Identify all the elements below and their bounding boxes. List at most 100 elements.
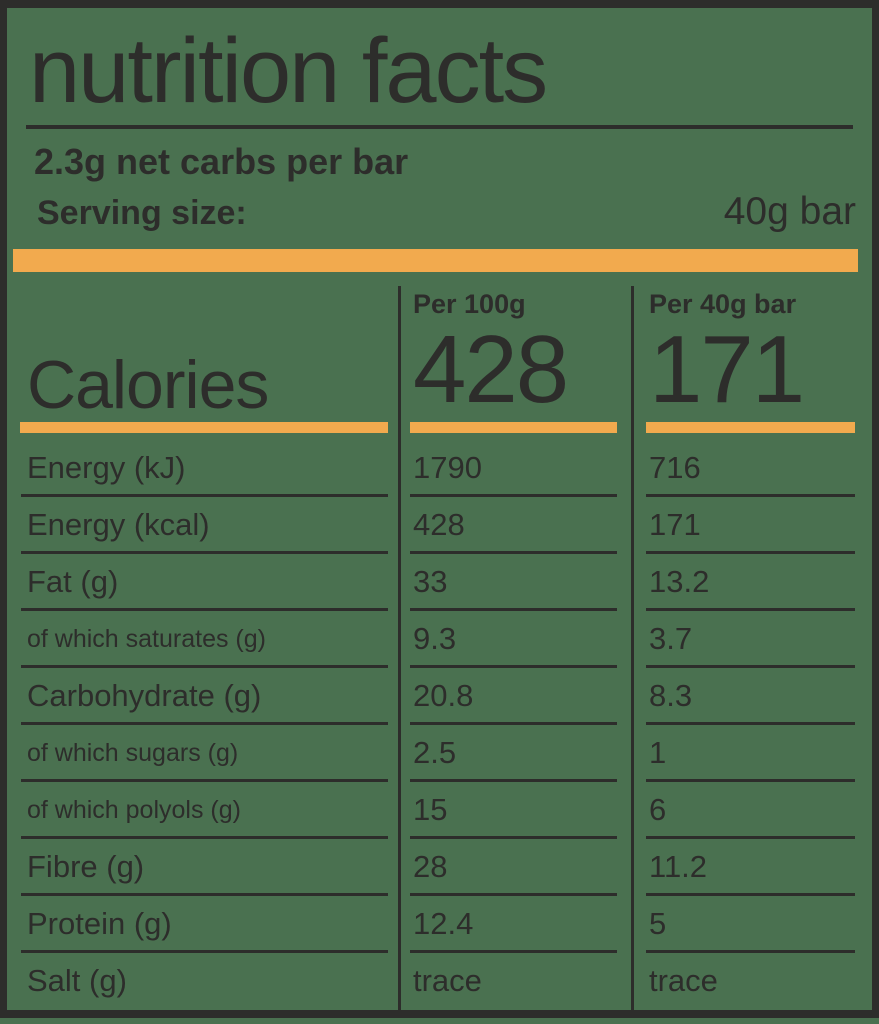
per-100g-value: 2.5 <box>413 735 457 771</box>
row-divider <box>646 778 855 782</box>
per-100g-value: 33 <box>413 564 448 600</box>
row-divider <box>646 892 855 896</box>
row-divider <box>646 493 855 497</box>
per-100g-value: 28 <box>413 849 448 885</box>
row-divider <box>410 892 617 896</box>
table-row-carbohydrate: Carbohydrate (g) 20.8 8.3 <box>7 668 872 725</box>
column-divider-2 <box>631 285 634 1010</box>
per-bar-cell: 6 <box>631 782 872 839</box>
per-100g-cell: 12.4 <box>398 896 631 953</box>
table-row-protein: Protein (g) 12.4 5 <box>7 896 872 953</box>
row-divider <box>646 949 855 953</box>
column-divider-1 <box>398 285 401 1010</box>
row-divider <box>410 778 617 782</box>
per-bar-cell: 5 <box>631 896 872 953</box>
per-100g-cell: 15 <box>398 782 631 839</box>
serving-size-label: Serving size: <box>37 193 247 232</box>
per-bar-cell: 13.2 <box>631 554 872 611</box>
title-divider <box>26 125 853 130</box>
nutrient-rows: Energy (kJ) 1790 716 Energy (kcal) 428 1… <box>7 440 872 1010</box>
per-100g-accent-underline <box>410 421 617 433</box>
per-bar-accent-underline <box>646 421 855 433</box>
nutrient-label: Fat (g) <box>27 564 119 600</box>
row-divider <box>21 778 388 782</box>
row-divider <box>410 721 617 725</box>
table-row-polyols: of which polyols (g) 15 6 <box>7 782 872 839</box>
row-divider <box>21 664 388 668</box>
table-row-fibre: Fibre (g) 28 11.2 <box>7 839 872 896</box>
per-bar-cell: 11.2 <box>631 839 872 896</box>
table-row-saturates: of which saturates (g) 9.3 3.7 <box>7 611 872 668</box>
nutrient-label: Protein (g) <box>27 906 172 942</box>
per-bar-value: 716 <box>649 450 701 486</box>
nutrient-label-cell: Fat (g) <box>7 554 398 611</box>
net-carbs-subtitle: 2.3g net carbs per bar <box>34 141 409 183</box>
per-bar-cell: 716 <box>631 440 872 497</box>
per-bar-value: 6 <box>649 792 667 828</box>
row-divider <box>410 607 617 611</box>
row-divider <box>410 664 617 668</box>
row-divider <box>646 607 855 611</box>
per-bar-cell: 8.3 <box>631 668 872 725</box>
row-divider <box>21 721 388 725</box>
label-header: nutrition facts 2.3g net carbs per bar S… <box>7 8 872 236</box>
nutrient-label: Energy (kcal) <box>27 507 210 543</box>
per-100g-cell: 2.5 <box>398 725 631 782</box>
per-100g-cell: trace <box>398 953 631 1010</box>
row-divider <box>646 664 855 668</box>
row-divider <box>21 835 388 839</box>
row-divider <box>21 607 388 611</box>
per-100g-value: 12.4 <box>413 906 474 942</box>
calories-per-100g-value: 428 <box>413 316 569 424</box>
per-100g-cell: 33 <box>398 554 631 611</box>
calories-label: Calories <box>27 346 269 423</box>
table-row-energy-kj: Energy (kJ) 1790 716 <box>7 440 872 497</box>
table-row-energy-kcal: Energy (kcal) 428 171 <box>7 497 872 554</box>
per-100g-value: 1790 <box>413 450 482 486</box>
row-divider <box>646 835 855 839</box>
per-bar-value: 3.7 <box>649 621 693 657</box>
per-bar-value: 8.3 <box>649 678 693 714</box>
per-bar-cell: 3.7 <box>631 611 872 668</box>
row-divider <box>410 550 617 554</box>
per-bar-value: 5 <box>649 906 667 942</box>
per-bar-value: trace <box>649 963 718 999</box>
nutrient-label-cell: Carbohydrate (g) <box>7 668 398 725</box>
per-100g-value: trace <box>413 963 482 999</box>
row-divider <box>21 550 388 554</box>
row-divider <box>410 835 617 839</box>
serving-size-value: 40g bar <box>723 189 856 233</box>
row-divider <box>21 892 388 896</box>
nutrient-label-cell: of which polyols (g) <box>7 782 398 839</box>
nutrient-label-cell: Fibre (g) <box>7 839 398 896</box>
calories-section: Calories Per 100g 428 Per 40g bar 171 <box>7 272 872 440</box>
per-bar-value: 11.2 <box>649 849 708 885</box>
per-100g-column-header: Per 100g <box>413 288 526 319</box>
per-100g-cell: 20.8 <box>398 668 631 725</box>
row-divider <box>21 949 388 953</box>
table-row-salt: Salt (g) trace trace <box>7 953 872 1010</box>
nutrient-label-cell: Energy (kJ) <box>7 440 398 497</box>
per-100g-cell: 428 <box>398 497 631 554</box>
nutrient-label: Salt (g) <box>27 963 127 999</box>
nutrient-label: of which saturates (g) <box>27 624 266 653</box>
per-100g-cell: 28 <box>398 839 631 896</box>
per-bar-value: 171 <box>649 507 701 543</box>
per-100g-value: 428 <box>413 507 465 543</box>
per-100g-column-header-cell: Per 100g 428 <box>398 272 631 440</box>
nutrition-table: Calories Per 100g 428 Per 40g bar 171 En… <box>7 272 872 1010</box>
calories-accent-underline <box>20 421 388 433</box>
calories-per-bar-value: 171 <box>649 316 805 424</box>
serving-size-row: Serving size: 40g bar <box>37 189 856 236</box>
nutrient-label-cell: Salt (g) <box>7 953 398 1010</box>
per-100g-value: 20.8 <box>413 678 474 714</box>
table-row-fat: Fat (g) 33 13.2 <box>7 554 872 611</box>
per-100g-value: 9.3 <box>413 621 457 657</box>
per-bar-value: 1 <box>649 735 667 771</box>
per-bar-cell: 1 <box>631 725 872 782</box>
page-title: nutrition facts <box>29 20 548 122</box>
nutrient-label: Carbohydrate (g) <box>27 678 262 714</box>
calories-heading: Calories <box>7 272 398 440</box>
nutrient-label: Energy (kJ) <box>27 450 186 486</box>
